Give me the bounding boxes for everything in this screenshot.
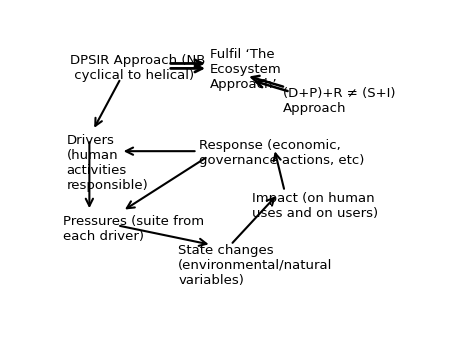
Text: Fulfil ‘The
Ecosystem
Approach’: Fulfil ‘The Ecosystem Approach’ [210,48,281,91]
Text: Response (economic,
governance actions, etc): Response (economic, governance actions, … [199,140,364,167]
Text: DPSIR Approach (NB
 cyclical to helical): DPSIR Approach (NB cyclical to helical) [70,54,206,81]
Text: Pressures (suite from
each driver): Pressures (suite from each driver) [63,215,204,243]
Text: (D+P)+R ≠ (S+I)
Approach: (D+P)+R ≠ (S+I) Approach [283,88,396,115]
Text: Drivers
(human
activities
responsible): Drivers (human activities responsible) [67,134,148,192]
Text: State changes
(environmental/natural
variables): State changes (environmental/natural var… [178,244,333,287]
Text: Impact (on human
uses and on users): Impact (on human uses and on users) [252,192,378,219]
